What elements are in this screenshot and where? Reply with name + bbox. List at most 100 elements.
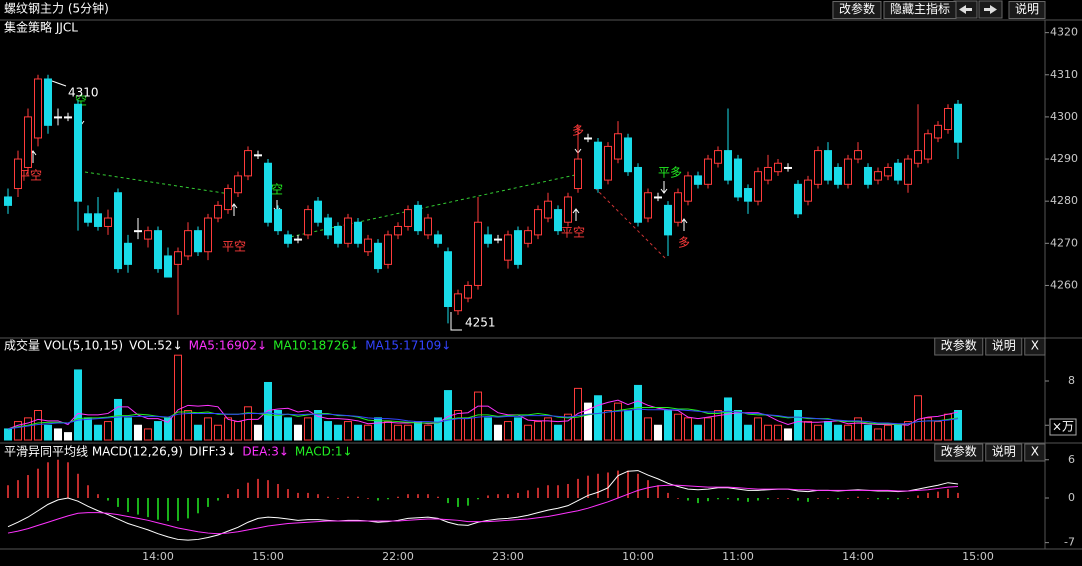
macd-bar	[87, 485, 89, 498]
macd-bar	[757, 498, 759, 501]
button-label[interactable]: 说明	[1015, 1, 1039, 16]
signal: 平多	[658, 166, 682, 180]
legend-entry: MA5:16902↓	[189, 339, 267, 353]
button[interactable]	[985, 443, 1023, 462]
macd-bar	[437, 496, 439, 498]
x-tick-label: 23:00	[492, 550, 524, 563]
macd-bar	[597, 473, 599, 498]
macd-bar	[727, 498, 729, 500]
volume-bar	[264, 381, 272, 441]
candle-body	[454, 293, 462, 312]
volume-bar	[934, 421, 942, 441]
macd-bar	[47, 462, 49, 498]
button-label[interactable]: X	[1031, 339, 1039, 353]
button[interactable]	[1008, 1, 1046, 19]
macd-bar	[27, 475, 29, 498]
macd-bar	[667, 492, 669, 498]
button[interactable]	[934, 443, 984, 462]
macd-bar	[627, 470, 629, 498]
candle-body	[74, 103, 82, 202]
x-tick-label: 10:00	[622, 550, 654, 563]
button-label[interactable]: 说明	[992, 338, 1016, 353]
legend-entry: DEA:3↓	[242, 445, 289, 459]
macd-bar	[67, 462, 69, 498]
legend-entry: DIFF:3↓	[189, 445, 236, 459]
button[interactable]	[1024, 443, 1046, 462]
candle-body	[814, 150, 822, 185]
volume-bar	[304, 417, 312, 441]
button-label[interactable]: 改参数	[941, 338, 977, 353]
macd-bar	[227, 494, 229, 498]
x-tick-label: 14:00	[842, 550, 874, 563]
candle-body	[784, 166, 792, 169]
macd-bar	[947, 489, 949, 498]
candle-body	[384, 234, 392, 265]
macd-bar	[527, 490, 529, 498]
button-label[interactable]: 说明	[992, 444, 1016, 459]
signal: 空	[271, 183, 283, 197]
button[interactable]	[985, 337, 1023, 356]
y-tick-label: 8	[1068, 374, 1075, 387]
candle-body	[354, 221, 362, 244]
volume-bar	[864, 424, 872, 441]
x-tick-label: 14:00	[142, 550, 174, 563]
candle-body	[714, 150, 722, 164]
volume-bar	[574, 387, 582, 441]
volume-bar	[414, 421, 422, 441]
macd-bar	[297, 492, 299, 498]
y-tick-label: 4320	[1050, 26, 1078, 39]
candle-body	[334, 225, 342, 244]
macd-bar	[207, 498, 209, 507]
volume-bar	[544, 417, 552, 441]
volume-bar	[724, 397, 732, 441]
y-tick-label: 0	[1068, 491, 1075, 504]
macd-bar	[147, 498, 149, 518]
title: 螺纹钢主力 (5分钟)	[4, 1, 109, 16]
candle-body	[734, 158, 742, 198]
legend-entry: MA15:17109↓	[365, 339, 451, 353]
macd-bar	[57, 459, 59, 498]
button[interactable]	[832, 1, 882, 19]
candle-body	[114, 192, 122, 270]
legend-entry: VOL:52↓	[129, 339, 183, 353]
strategy-line	[284, 174, 576, 239]
candle-body	[504, 234, 512, 261]
button[interactable]	[883, 1, 957, 19]
macd-bar	[957, 492, 959, 498]
button-label[interactable]: 改参数	[839, 1, 875, 16]
volume-bar	[804, 421, 812, 441]
macd-bar	[277, 483, 279, 498]
button[interactable]	[934, 337, 984, 356]
macd-bar	[77, 473, 79, 498]
macd-bar	[167, 498, 169, 521]
candle-body	[594, 141, 602, 190]
button-label[interactable]: 改参数	[941, 444, 977, 459]
candle-body	[764, 166, 772, 181]
macd-bar	[257, 478, 259, 498]
macd-bar	[747, 498, 749, 502]
volume-bar	[224, 417, 232, 441]
volume-bar	[54, 428, 62, 441]
volume-bar	[144, 428, 152, 441]
volume-bar	[844, 424, 852, 441]
macd-bar	[637, 473, 639, 498]
volume-bar	[314, 410, 322, 441]
button[interactable]	[1024, 337, 1046, 356]
volume-bar	[194, 424, 202, 441]
volume-bar	[424, 424, 432, 441]
volume-bar	[614, 402, 622, 441]
volume-bar	[484, 417, 492, 441]
button-label[interactable]: 隐藏主指标	[890, 1, 950, 16]
nav-buttons[interactable]	[953, 0, 1003, 19]
candle-body	[164, 255, 172, 278]
candle-body	[14, 158, 22, 190]
volume-bar	[114, 398, 122, 441]
candle-body	[404, 209, 412, 227]
macd-bar	[197, 498, 199, 514]
candle-body	[284, 234, 292, 244]
macd-bar	[897, 498, 899, 500]
button-label[interactable]: X	[1031, 445, 1039, 459]
macd-bar	[17, 480, 19, 498]
candle-body	[934, 124, 942, 139]
